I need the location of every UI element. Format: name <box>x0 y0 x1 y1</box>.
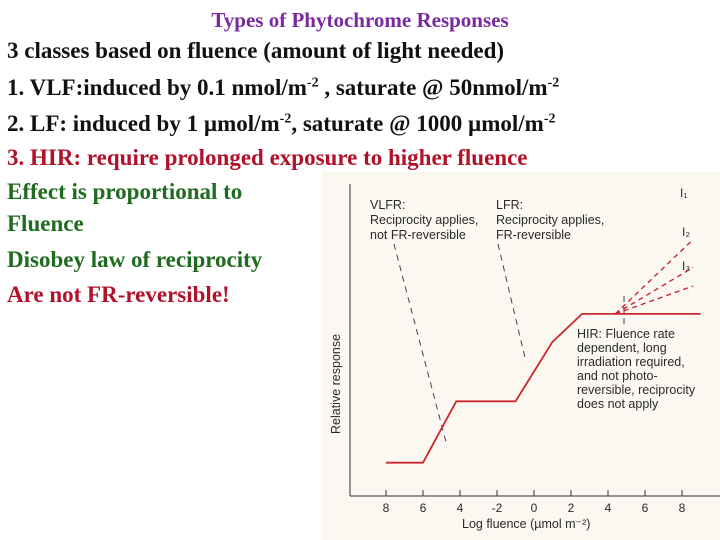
lfr-label-line1: LFR: <box>496 198 523 212</box>
x-tick-label: 2 <box>568 501 575 515</box>
line-classes: 3 classes based on fluence (amount of li… <box>7 38 505 63</box>
x-tick-label: 8 <box>679 501 686 515</box>
line-lf-sup1: -2 <box>279 111 292 127</box>
y-axis-label: Relative response <box>329 334 343 434</box>
curve-label-i3: I₃ <box>682 259 690 273</box>
line-not-reversible: Are not FR-reversible! <box>7 282 230 307</box>
lfr-label-line2: Reciprocity applies, <box>496 213 604 227</box>
response-curve <box>386 312 701 464</box>
x-tick-label: 8 <box>383 501 390 515</box>
x-tick-label: 4 <box>457 501 464 515</box>
x-tick-label: 4 <box>605 501 612 515</box>
hir-label-line4: and not photo- <box>577 369 658 383</box>
slide-title: Types of Phytochrome Responses <box>211 8 509 32</box>
hir-label-line3: irradiation required, <box>577 355 685 369</box>
line-effect: Effect is proportional to <box>7 179 243 204</box>
hir-label-line6: does not apply <box>577 397 659 411</box>
irradiance-line-3 <box>615 285 694 315</box>
line-fluence: Fluence <box>7 211 84 236</box>
curve-label-i2: I₂ <box>682 225 690 239</box>
line-lf-sup2: -2 <box>543 111 556 127</box>
vlfr-label-line2: Reciprocity applies, <box>370 213 478 227</box>
hir-label-line2: dependent, long <box>577 341 667 355</box>
curve-label-i1: I₁ <box>680 186 687 200</box>
x-tick-label: 6 <box>642 501 649 515</box>
line-vlf-part2: , saturate @ 50nmol/m <box>318 75 548 100</box>
hir-label: HIR: Fluence rate dependent, long irradi… <box>577 327 699 411</box>
hir-label-line5: reversible, reciprocity <box>577 383 696 397</box>
vlfr-label-line1: VLFR: <box>370 198 405 212</box>
x-axis-label: Log fluence (µmol m⁻²) <box>462 517 590 531</box>
irradiance-line-1 <box>614 238 694 315</box>
line-reciprocity: Disobey law of reciprocity <box>7 247 263 272</box>
x-tick-label: -2 <box>492 501 503 515</box>
lfr-guide-line <box>497 243 527 363</box>
line-vlf-sup2: -2 <box>547 75 560 91</box>
line-vlf-part1: 1. VLF:induced by 0.1 nmol/m <box>7 75 307 100</box>
line-lf-part2: , saturate @ 1000 µmol/m <box>291 111 544 136</box>
line-vlf-sup1: -2 <box>306 75 319 91</box>
lfr-label-line3: FR-reversible <box>496 228 571 242</box>
irradiance-line-2 <box>615 266 694 315</box>
fluence-response-figure: 8 6 4 -2 0 2 4 6 8 VLFR: Reciprocity applies, no… <box>322 172 720 540</box>
line-lf: 2. LF: induced by 1 µmol/m-2, saturate @… <box>7 111 556 137</box>
vlfr-label-line3: not FR-reversible <box>370 228 466 242</box>
line-vlf: 1. VLF:induced by 0.1 nmol/m-2 , saturat… <box>7 75 559 101</box>
hir-label-line1: HIR: Fluence rate <box>577 327 675 341</box>
x-tick-label: 0 <box>531 501 538 515</box>
line-hir: 3. HIR: require prolonged exposure to hi… <box>7 145 528 170</box>
fluence-response-chart: 8 6 4 -2 0 2 4 6 8 VLFR: Reciprocity applies, no… <box>329 184 720 531</box>
line-lf-part1: 2. LF: induced by 1 µmol/m <box>7 111 280 136</box>
vlfr-guide-line <box>393 243 447 443</box>
lfr-label: LFR: Reciprocity applies, FR-reversible <box>496 198 608 242</box>
vlfr-label: VLFR: Reciprocity applies, not FR-revers… <box>370 198 482 242</box>
x-tick-label: 6 <box>420 501 427 515</box>
